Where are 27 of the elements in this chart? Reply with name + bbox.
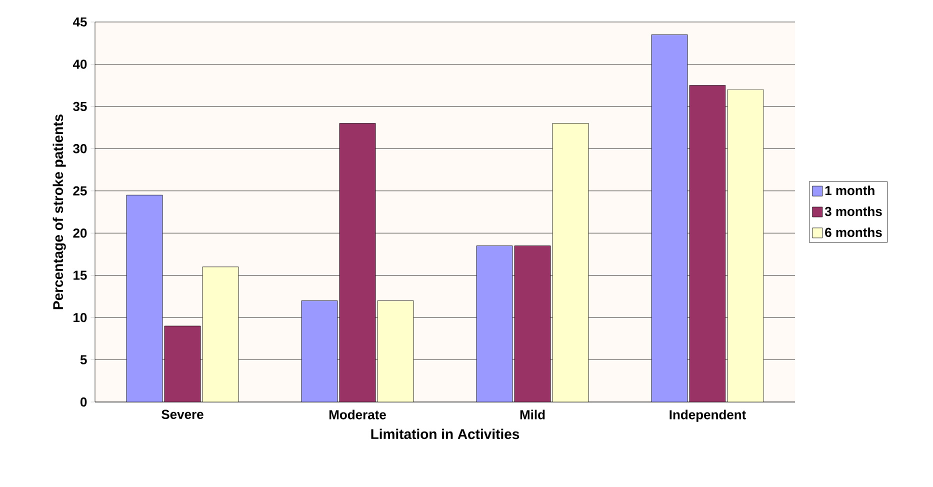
- bar: [164, 326, 201, 402]
- bar: [476, 246, 513, 402]
- bar: [514, 246, 551, 402]
- y-axis-title: Percentage of stroke patients: [52, 114, 66, 310]
- x-tick-label: Mild: [520, 410, 545, 420]
- y-tick-label: 40: [72, 60, 87, 69]
- y-tick-label: 5: [80, 355, 87, 364]
- bar: [689, 85, 726, 402]
- legend-label: 3 months: [824, 206, 882, 216]
- y-tick-label: 35: [73, 102, 87, 112]
- y-tick-label: 20: [73, 228, 87, 238]
- x-tick-label: Independent: [670, 410, 746, 422]
- y-tick-label: 15: [74, 270, 87, 280]
- legend-label: 6 months: [825, 227, 882, 238]
- bar: [301, 300, 338, 402]
- x-tick-label: Moderate: [329, 410, 386, 420]
- x-tick-label: Severe: [162, 410, 204, 420]
- x-axis-title: Limitation in Activities: [371, 428, 520, 440]
- bar: [126, 194, 163, 402]
- bar: [339, 123, 376, 402]
- y-tick-label: 0: [80, 397, 87, 407]
- y-tick-label: 25: [73, 186, 87, 196]
- y-tick-label: 30: [73, 144, 87, 154]
- y-tick-label: 10: [74, 312, 87, 322]
- y-tick-label: 45: [72, 17, 87, 27]
- bar: [651, 34, 688, 402]
- legend-label: 1 month: [825, 186, 874, 196]
